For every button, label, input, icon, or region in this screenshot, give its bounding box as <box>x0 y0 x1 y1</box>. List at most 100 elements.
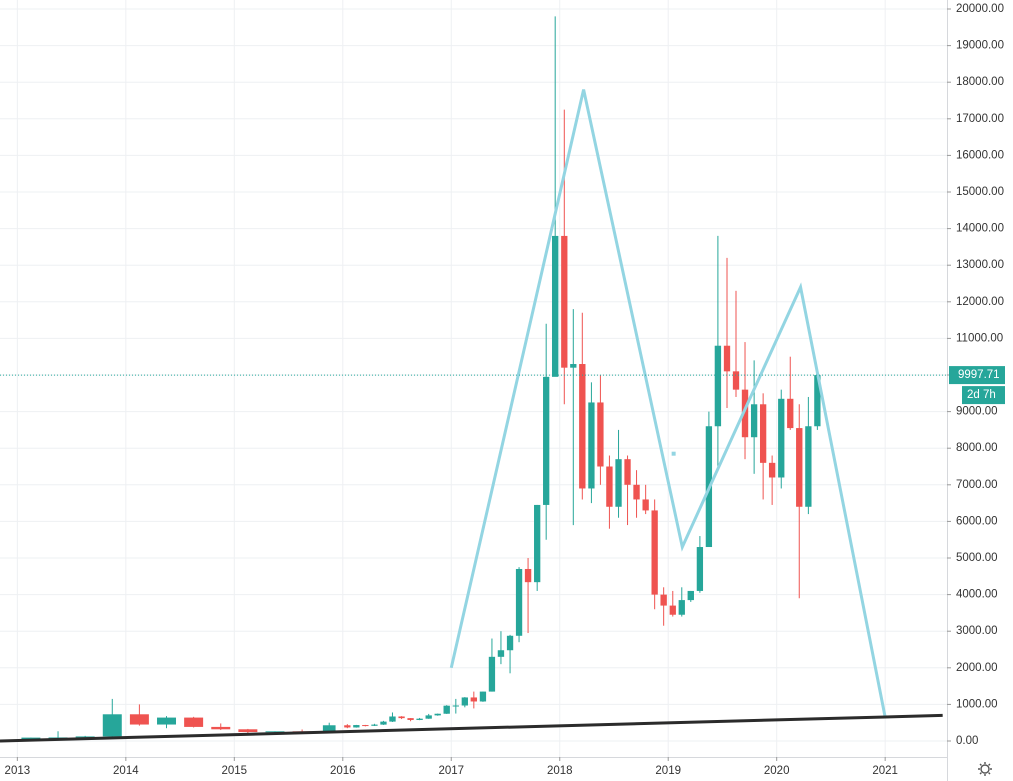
y-tick-label: 16000.00 <box>956 149 1004 161</box>
y-tick-label: 9000.00 <box>956 406 998 418</box>
candle-body <box>479 691 487 702</box>
trend-line <box>0 713 943 743</box>
candle-body <box>551 235 559 377</box>
candle-body <box>362 725 369 727</box>
y-tick-label: 14000.00 <box>956 223 1004 235</box>
x-tick-label: 2020 <box>764 765 790 777</box>
candle-body <box>768 462 776 478</box>
candle-body <box>389 716 396 722</box>
x-tick-label: 2016 <box>330 765 356 777</box>
candle-body <box>606 466 613 507</box>
y-tick-label: 5000.00 <box>956 552 998 564</box>
candle-body <box>633 484 640 500</box>
last-price-label: 9997.71 <box>958 369 1000 381</box>
candle-body <box>461 697 468 706</box>
candle-body <box>543 376 550 505</box>
gear-center <box>980 764 990 774</box>
candle-body <box>778 398 785 478</box>
y-tick-label: 20000.00 <box>956 3 1004 15</box>
candle-body <box>732 371 740 390</box>
candle-body <box>678 600 685 615</box>
y-tick-label: 12000.00 <box>956 296 1004 308</box>
candle-body <box>561 235 568 368</box>
candle-body <box>669 605 676 615</box>
gear-teeth <box>978 762 992 776</box>
candle-body <box>750 404 758 438</box>
y-tick-label: 19000.00 <box>956 40 1004 52</box>
candle-body <box>129 714 149 725</box>
y-tick-label: 3000.00 <box>956 625 998 637</box>
candle-body <box>470 697 478 702</box>
axes: 0.00 1000.00 2000.00 3000.00 4000.00 5000.00 6… <box>5 3 1005 777</box>
candle-body <box>157 717 177 725</box>
candle-body <box>371 724 378 726</box>
y-tick-label: 8000.00 <box>956 442 998 454</box>
candle-body <box>759 404 767 463</box>
candle-body <box>211 726 231 730</box>
candle-body <box>407 718 414 720</box>
y-tick-label: 7000.00 <box>956 479 998 491</box>
y-tick-label: 4000.00 <box>956 589 998 601</box>
candle-body <box>714 345 722 427</box>
candle-body <box>787 398 794 429</box>
candle-body <box>723 345 731 372</box>
candle-body <box>452 705 459 707</box>
candle-body <box>434 713 441 716</box>
countdown-label: 2d 7h <box>967 389 996 401</box>
y-tick-label: 18000.00 <box>956 76 1004 88</box>
candle-body <box>398 716 405 719</box>
candle-body <box>814 375 821 427</box>
candle-body <box>597 402 604 467</box>
candle-body <box>344 725 351 728</box>
candle-body <box>497 650 505 657</box>
candle-body <box>75 736 95 738</box>
x-tick-label: 2014 <box>113 765 139 777</box>
candle-body <box>687 590 694 601</box>
candle-body <box>515 568 523 636</box>
x-tick-label: 2019 <box>655 765 681 777</box>
candle-body <box>322 725 336 733</box>
zigzag-drawing <box>449 89 887 718</box>
y-tick-label: 11000.00 <box>956 332 1003 344</box>
y-tick-label: 17000.00 <box>956 113 1004 125</box>
y-tick-label: 1000.00 <box>956 698 998 710</box>
candle-body <box>696 547 704 591</box>
candle-body <box>265 731 285 733</box>
candle-body <box>588 402 595 489</box>
x-tick-label: 2013 <box>5 765 31 777</box>
candle-body <box>416 718 423 720</box>
y-tick-label: 2000.00 <box>956 662 998 674</box>
candle-body <box>380 721 387 725</box>
candle-body <box>184 717 204 727</box>
x-tick-label: 2018 <box>547 765 573 777</box>
x-tick-label: 2017 <box>438 765 464 777</box>
candle-body <box>238 729 258 733</box>
countdown-badge <box>962 386 1005 405</box>
candle-body <box>570 364 577 368</box>
grid <box>0 0 947 757</box>
candle-body <box>353 725 360 728</box>
candle-body <box>506 635 514 651</box>
candle-body <box>579 364 586 489</box>
candle-body <box>488 656 496 692</box>
y-tick-label: 13000.00 <box>956 259 1004 271</box>
candle-body <box>443 705 450 714</box>
candle-body <box>624 459 631 485</box>
last-price-badge <box>949 366 1005 385</box>
settings-button[interactable] <box>978 762 992 776</box>
plot <box>0 16 947 743</box>
candle-body <box>615 459 622 507</box>
marker-dot <box>671 451 676 456</box>
candle-body <box>660 594 667 606</box>
candle-body <box>534 504 541 583</box>
y-tick-label: 6000.00 <box>956 515 998 527</box>
candle-body <box>425 715 432 719</box>
candle-body <box>642 499 649 511</box>
x-tick-label: 2015 <box>222 765 248 777</box>
candle-body <box>651 510 658 595</box>
candle-body <box>805 426 812 507</box>
candle-body <box>102 714 122 737</box>
candle-body <box>796 428 803 507</box>
candle-body <box>741 389 749 438</box>
